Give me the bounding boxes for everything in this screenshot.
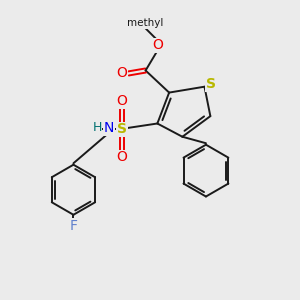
Text: methyl: methyl: [128, 18, 164, 28]
Text: O: O: [152, 38, 164, 52]
Text: N: N: [103, 121, 114, 135]
Text: F: F: [69, 219, 77, 233]
Text: O: O: [117, 150, 128, 164]
Text: S: S: [117, 122, 127, 136]
Text: O: O: [117, 94, 128, 108]
Text: H: H: [92, 122, 102, 134]
Text: S: S: [206, 77, 216, 91]
Text: O: O: [117, 66, 128, 80]
